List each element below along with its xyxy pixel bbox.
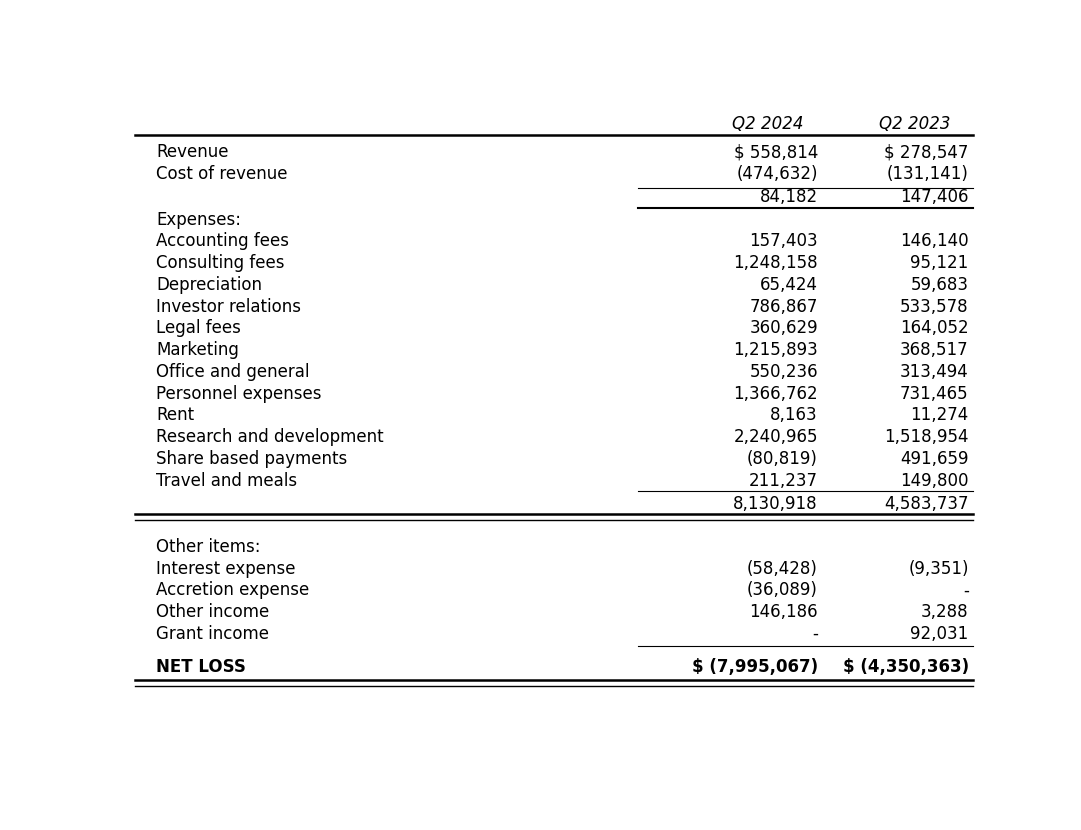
Text: 533,578: 533,578 (900, 298, 969, 315)
Text: Research and development: Research and development (156, 428, 384, 446)
Text: 1,518,954: 1,518,954 (884, 428, 969, 446)
Text: $ (7,995,067): $ (7,995,067) (692, 658, 818, 676)
Text: $ 278,547: $ 278,547 (884, 143, 969, 161)
Text: Consulting fees: Consulting fees (156, 254, 284, 272)
Text: Investor relations: Investor relations (156, 298, 302, 315)
Text: $ (4,350,363): $ (4,350,363) (842, 658, 969, 676)
Text: Q2 2023: Q2 2023 (879, 115, 950, 133)
Text: Office and general: Office and general (156, 363, 309, 381)
Text: 1,215,893: 1,215,893 (733, 341, 818, 359)
Text: Interest expense: Interest expense (156, 559, 295, 578)
Text: 95,121: 95,121 (910, 254, 969, 272)
Text: 8,130,918: 8,130,918 (733, 495, 818, 512)
Text: Grant income: Grant income (156, 625, 269, 643)
Text: 149,800: 149,800 (900, 471, 969, 490)
Text: 3,288: 3,288 (921, 603, 969, 621)
Text: Accretion expense: Accretion expense (156, 582, 309, 599)
Text: Q2 2024: Q2 2024 (732, 115, 803, 133)
Text: (131,141): (131,141) (886, 164, 969, 183)
Text: $ 558,814: $ 558,814 (734, 143, 818, 161)
Text: 1,248,158: 1,248,158 (733, 254, 818, 272)
Text: (9,351): (9,351) (908, 559, 969, 578)
Text: 491,659: 491,659 (900, 450, 969, 468)
Text: Other items:: Other items: (156, 538, 261, 556)
Text: 11,274: 11,274 (910, 407, 969, 424)
Text: Rent: Rent (156, 407, 195, 424)
Text: (80,819): (80,819) (747, 450, 818, 468)
Text: Depreciation: Depreciation (156, 276, 262, 294)
Text: Personnel expenses: Personnel expenses (156, 384, 321, 403)
Text: Expenses:: Expenses: (156, 211, 241, 229)
Text: 164,052: 164,052 (900, 320, 969, 338)
Text: 2,240,965: 2,240,965 (733, 428, 818, 446)
Text: (474,632): (474,632) (736, 164, 818, 183)
Text: 360,629: 360,629 (749, 320, 818, 338)
Text: Marketing: Marketing (156, 341, 239, 359)
Text: Other income: Other income (156, 603, 269, 621)
Text: 313,494: 313,494 (900, 363, 969, 381)
Text: 368,517: 368,517 (900, 341, 969, 359)
Text: Legal fees: Legal fees (156, 320, 241, 338)
Text: 147,406: 147,406 (900, 188, 969, 206)
Text: 146,186: 146,186 (749, 603, 818, 621)
Text: Share based payments: Share based payments (156, 450, 347, 468)
Text: 211,237: 211,237 (749, 471, 818, 490)
Text: 157,403: 157,403 (749, 232, 818, 251)
Text: Cost of revenue: Cost of revenue (156, 164, 288, 183)
Text: 786,867: 786,867 (749, 298, 818, 315)
Text: 84,182: 84,182 (760, 188, 818, 206)
Text: 65,424: 65,424 (760, 276, 818, 294)
Text: -: - (963, 582, 969, 599)
Text: Travel and meals: Travel and meals (156, 471, 297, 490)
Text: 731,465: 731,465 (900, 384, 969, 403)
Text: Accounting fees: Accounting fees (156, 232, 289, 251)
Text: 92,031: 92,031 (910, 625, 969, 643)
Text: 1,366,762: 1,366,762 (733, 384, 818, 403)
Text: NET LOSS: NET LOSS (156, 658, 246, 676)
Text: (36,089): (36,089) (747, 582, 818, 599)
Text: (58,428): (58,428) (747, 559, 818, 578)
Text: -: - (812, 625, 818, 643)
Text: 8,163: 8,163 (771, 407, 818, 424)
Text: 59,683: 59,683 (910, 276, 969, 294)
Text: Revenue: Revenue (156, 143, 228, 161)
Text: 4,583,737: 4,583,737 (884, 495, 969, 512)
Text: 146,140: 146,140 (900, 232, 969, 251)
Text: 550,236: 550,236 (749, 363, 818, 381)
